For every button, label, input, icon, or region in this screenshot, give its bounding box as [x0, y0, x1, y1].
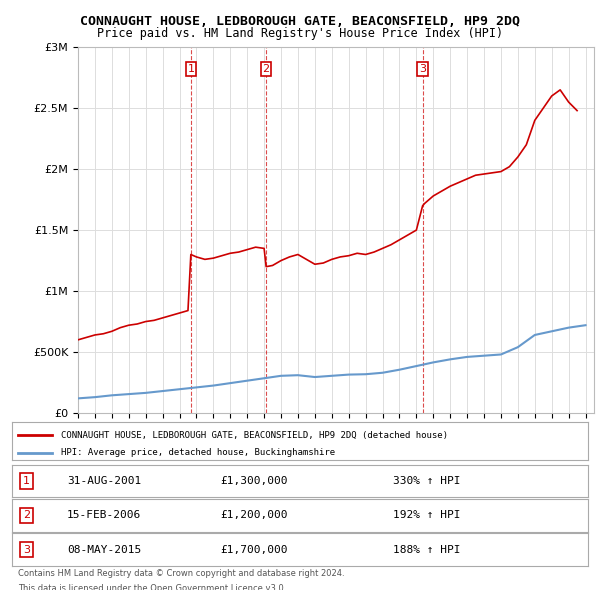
- Text: 188% ↑ HPI: 188% ↑ HPI: [393, 545, 460, 555]
- Text: 330% ↑ HPI: 330% ↑ HPI: [393, 476, 460, 486]
- Text: 08-MAY-2015: 08-MAY-2015: [67, 545, 141, 555]
- Text: £1,700,000: £1,700,000: [220, 545, 287, 555]
- Text: 2: 2: [23, 510, 30, 520]
- Text: HPI: Average price, detached house, Buckinghamshire: HPI: Average price, detached house, Buck…: [61, 448, 335, 457]
- Text: 1: 1: [23, 476, 30, 486]
- Text: 15-FEB-2006: 15-FEB-2006: [67, 510, 141, 520]
- Text: 31-AUG-2001: 31-AUG-2001: [67, 476, 141, 486]
- Text: 3: 3: [419, 64, 426, 74]
- Text: CONNAUGHT HOUSE, LEDBOROUGH GATE, BEACONSFIELD, HP9 2DQ (detached house): CONNAUGHT HOUSE, LEDBOROUGH GATE, BEACON…: [61, 431, 448, 440]
- Text: 1: 1: [187, 64, 194, 74]
- Text: £1,300,000: £1,300,000: [220, 476, 287, 486]
- Text: 2: 2: [263, 64, 269, 74]
- Text: Price paid vs. HM Land Registry's House Price Index (HPI): Price paid vs. HM Land Registry's House …: [97, 27, 503, 40]
- Text: This data is licensed under the Open Government Licence v3.0.: This data is licensed under the Open Gov…: [18, 584, 286, 590]
- Text: 192% ↑ HPI: 192% ↑ HPI: [393, 510, 460, 520]
- Text: Contains HM Land Registry data © Crown copyright and database right 2024.: Contains HM Land Registry data © Crown c…: [18, 569, 344, 578]
- Text: 3: 3: [23, 545, 30, 555]
- Text: £1,200,000: £1,200,000: [220, 510, 287, 520]
- Text: CONNAUGHT HOUSE, LEDBOROUGH GATE, BEACONSFIELD, HP9 2DQ: CONNAUGHT HOUSE, LEDBOROUGH GATE, BEACON…: [80, 15, 520, 28]
